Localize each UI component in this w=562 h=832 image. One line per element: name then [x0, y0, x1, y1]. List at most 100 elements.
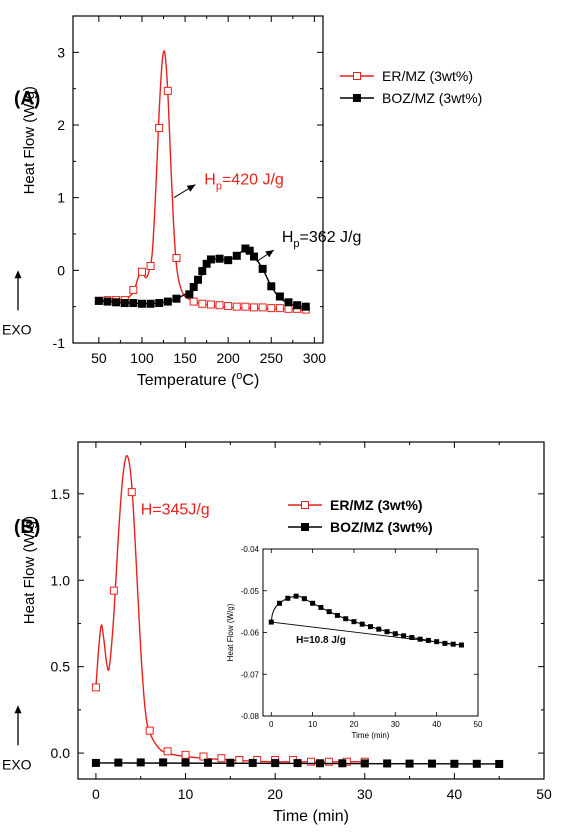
data-point-er-mz [250, 303, 259, 312]
y-tick-label: 0.0 [51, 745, 71, 761]
inset-data-point [450, 641, 456, 647]
data-point-er-mz [267, 304, 276, 313]
data-point-er-mz [109, 586, 118, 595]
inset-x-tick-label: 40 [432, 720, 441, 729]
inset-data-point [343, 616, 349, 622]
legend-label: BOZ/MZ (3wt%) [330, 519, 433, 535]
data-point-boz-mz [159, 758, 168, 767]
exo-label: EXO [2, 321, 32, 337]
x-tick-label: 250 [260, 350, 284, 366]
x-tick-label: 20 [267, 786, 283, 802]
data-point-boz-mz [112, 298, 121, 307]
inset-data-point [417, 636, 423, 642]
data-point-er-mz [146, 261, 155, 270]
data-point-boz-mz [194, 275, 202, 284]
data-point-boz-mz [172, 294, 181, 303]
y-tick-label: 0.5 [51, 659, 71, 675]
data-point-boz-mz [472, 759, 481, 768]
x-tick-label: 200 [216, 350, 240, 366]
y-tick-label: 1.5 [51, 486, 71, 502]
panel-label: (A) [14, 88, 40, 109]
data-point-er-mz [91, 683, 100, 692]
data-point-boz-mz [206, 255, 215, 264]
inset-x-axis-label: Time (min) [352, 731, 390, 740]
inset-y-tick-label: -0.04 [241, 545, 260, 554]
legend-marker [353, 94, 361, 102]
data-point-er-mz [137, 267, 146, 276]
chart-panel-a: 50 100 150 200 250 300 -1 0 1 2 3 Temperature (oC) H… [2, 15, 482, 389]
data-point-er-mz [307, 757, 315, 766]
y-tick-label: -1 [53, 335, 66, 351]
data-point-boz-mz [245, 246, 254, 255]
data-point-er-mz [198, 299, 207, 308]
inset-y-tick-label: -0.06 [241, 629, 260, 638]
x-tick-label: 300 [303, 350, 327, 366]
data-point-boz-mz [250, 252, 259, 261]
annotation-part: H [282, 229, 294, 246]
data-point-er-mz [199, 752, 208, 761]
inset-data-point [392, 631, 398, 637]
x-axis-label: Time (min) [273, 808, 349, 825]
x-axis-label: Temperature (oC) [137, 370, 260, 389]
inset-x-tick-label: 20 [350, 720, 359, 729]
data-point-boz-mz [155, 299, 164, 308]
inset-data-point [434, 639, 440, 645]
data-point-er-mz [284, 304, 293, 313]
annotation-text: H=345J/g [141, 502, 210, 519]
data-point-er-mz [241, 302, 250, 311]
data-point-boz-mz [189, 283, 198, 292]
data-point-er-mz [324, 757, 333, 766]
panel-label: (B) [14, 517, 40, 538]
data-point-boz-mz [215, 254, 224, 263]
inset-data-point [318, 604, 324, 610]
data-point-boz-mz [383, 759, 392, 768]
inset-data-point [359, 621, 365, 627]
plot-frame [77, 441, 545, 780]
data-point-er-mz [275, 304, 284, 313]
data-point-boz-mz [198, 267, 207, 276]
data-point-boz-mz [267, 282, 276, 291]
data-point-boz-mz [129, 299, 138, 308]
x-tick-label: 100 [130, 350, 154, 366]
inset-data-point [310, 600, 316, 606]
data-point-boz-mz [137, 299, 146, 308]
data-point-boz-mz [91, 758, 100, 767]
inset-data-point [285, 595, 291, 601]
data-point-er-mz [217, 754, 226, 763]
data-point-er-mz [172, 253, 181, 262]
data-point-boz-mz [146, 299, 155, 308]
data-point-boz-mz [103, 297, 112, 306]
inset-annotation: H=10.8 J/g [296, 635, 346, 646]
inset-data-point [326, 609, 332, 615]
data-point-boz-mz [405, 759, 414, 768]
data-point-boz-mz [495, 759, 504, 768]
inset-data-point [334, 612, 340, 618]
inset-y-tick-label: -0.07 [241, 670, 260, 679]
y-axis-label: Heat Flow (W/g) [21, 86, 38, 194]
data-point-boz-mz [293, 759, 302, 768]
annotation-part: =362 J/g [300, 229, 362, 246]
x-tick-label: 0 [92, 786, 100, 802]
exo-arrow-head [14, 705, 22, 714]
data-point-er-mz [206, 300, 215, 309]
annotation-part: H [204, 172, 216, 189]
x-tick-label: 10 [178, 786, 194, 802]
y-axis-label: Heat Flow (W/g) [21, 516, 38, 624]
data-point-er-mz [145, 726, 154, 735]
data-point-boz-mz [258, 264, 267, 273]
inset-frame [262, 548, 479, 717]
data-point-boz-mz [120, 299, 129, 308]
data-point-er-mz [258, 303, 267, 312]
x-axis-label-part: C) [242, 372, 259, 389]
inset-data-point [384, 629, 390, 635]
inset-data-point [301, 596, 307, 602]
data-point-boz-mz [136, 758, 145, 767]
inset-y-tick-label: -0.05 [241, 587, 260, 596]
inset-data-point [268, 619, 274, 625]
data-point-boz-mz [338, 759, 347, 768]
annotation-subscript: p [216, 181, 222, 193]
data-point-er-mz [155, 123, 164, 132]
x-tick-label: 50 [91, 350, 107, 366]
data-point-boz-mz [203, 758, 212, 767]
